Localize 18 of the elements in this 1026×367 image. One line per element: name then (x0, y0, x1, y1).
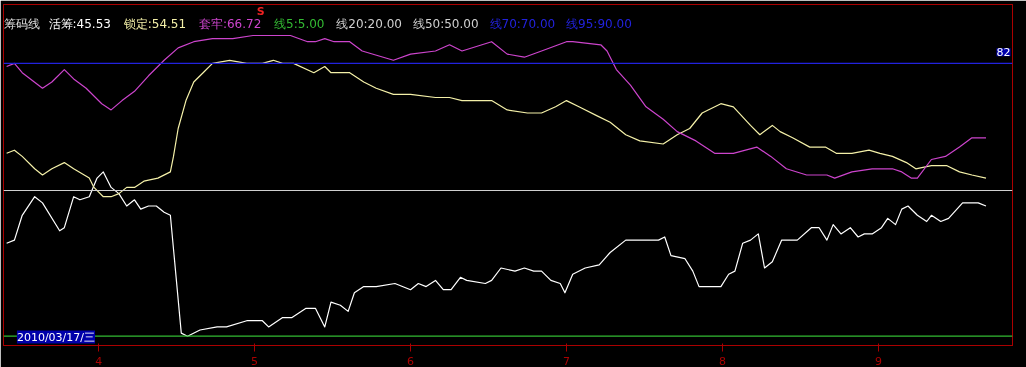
x-tick-label: 8 (718, 354, 726, 367)
text: S (256, 4, 265, 18)
text: 活筹:45.53 (48, 16, 111, 31)
text: 锁定:54.51 (122, 16, 187, 31)
text: 线50:50.00 (412, 16, 479, 31)
chart-title: 筹码线 (3, 16, 40, 31)
x-tick-label: 7 (562, 354, 570, 367)
text: 线20:20.00 (336, 16, 402, 31)
annotation: 82 (996, 46, 1011, 60)
x-tick-label: 5 (251, 354, 259, 367)
x-tick-label: 4 (95, 354, 103, 367)
annotation: 2010/03/17/三 (16, 330, 96, 344)
text: 线95:90.00 (566, 16, 632, 31)
text: 线70:70.00 (489, 16, 556, 31)
text: 线5:5.00 (274, 16, 325, 31)
x-tick-label: 6 (407, 354, 415, 367)
x-tick-label: 9 (874, 354, 882, 367)
series-label: 套牢:66.72 (198, 16, 262, 31)
